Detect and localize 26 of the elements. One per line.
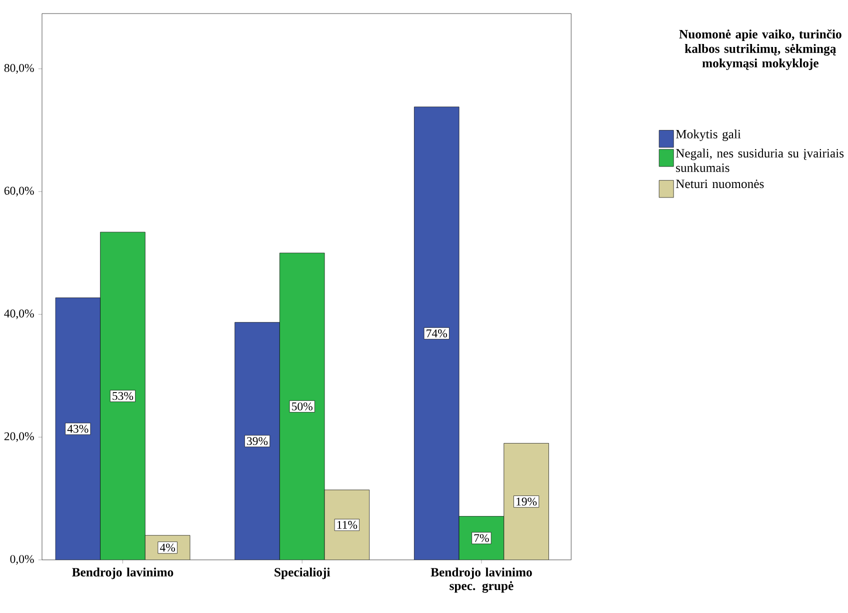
data-label: 39% (247, 436, 268, 445)
y-tick-label: 80,0% (4, 64, 34, 74)
legend-label: Negali, nes susiduria su įvairiais sunkumais (676, 148, 844, 172)
bar (234, 322, 280, 560)
legend-label: Neturi nuomonės (676, 179, 764, 188)
x-tick-label: Bendrojo lavinimo spec. grupė (430, 567, 532, 593)
bar (414, 106, 460, 560)
data-label: 4% (160, 544, 176, 552)
data-label: 53% (112, 392, 134, 400)
y-tick-label: 40,0% (4, 309, 34, 320)
bar (324, 490, 370, 560)
bar (55, 297, 100, 560)
data-label: 43% (67, 424, 88, 433)
bar (504, 442, 549, 560)
data-label: 19% (516, 497, 537, 506)
y-tick-label: 0,0% (10, 554, 34, 565)
x-tick-label: Bendrojo lavinimo (72, 567, 174, 579)
legend-title: Nuomonė apie vaiko, turinčio kalbos sutrikimų, sėkmingą mokymąsi mokykloje (679, 29, 842, 70)
legend-label: Mokytis gali (676, 129, 741, 141)
y-tick-label: 60,0% (4, 186, 34, 196)
data-label: 7% (474, 534, 489, 542)
x-tick-label: Specialioji (274, 567, 330, 579)
data-label: 74% (426, 329, 448, 338)
data-label: 50% (292, 402, 312, 410)
data-label: 11% (337, 520, 358, 529)
y-tick-label: 20,0% (4, 432, 34, 442)
